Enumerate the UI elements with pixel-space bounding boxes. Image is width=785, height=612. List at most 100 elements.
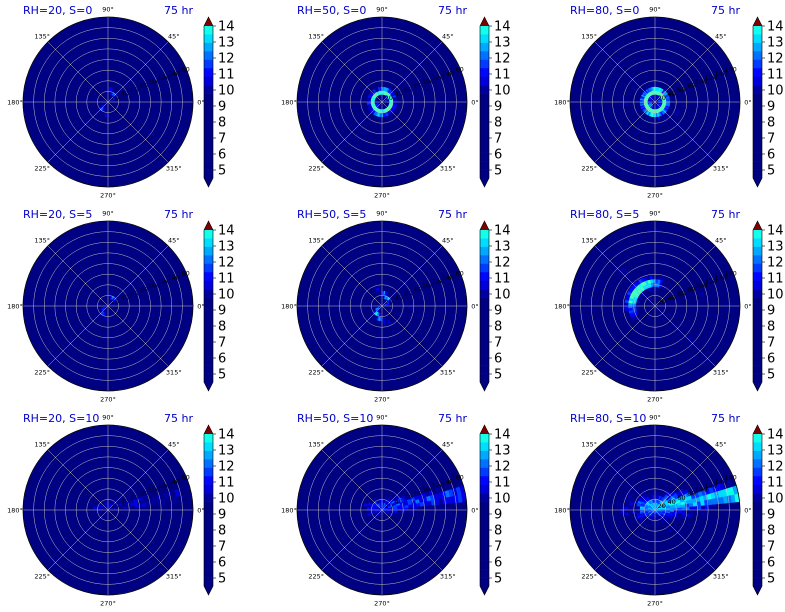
- colorbar-level: [480, 434, 489, 443]
- colorbar-level: [204, 322, 213, 332]
- angular-grid: [47, 509, 109, 571]
- colorbar-tick-label: 11: [767, 476, 784, 491]
- colorbar-tick-label: 6: [218, 556, 226, 571]
- angle-label: 315°: [166, 368, 182, 376]
- colorbar-tick-label: 8: [494, 116, 502, 131]
- radial-tick-label: 140: [715, 478, 727, 486]
- colorbar-tick-label: 9: [494, 508, 502, 523]
- colorbar-level: [204, 535, 213, 545]
- panel-time-label: 75 hr: [711, 208, 740, 221]
- angle-label: 45°: [168, 441, 180, 449]
- angle-label: 0°: [471, 99, 478, 107]
- colorbar-level: [753, 510, 762, 519]
- colorbar-tick-label: 7: [218, 336, 226, 351]
- radial-tick-label: 160: [451, 473, 463, 481]
- colorbar-level: [204, 569, 213, 578]
- colorbar-extend-min: [204, 586, 213, 595]
- colorbar-level: [480, 526, 489, 536]
- angle-label: 90°: [649, 210, 661, 218]
- colorbar-level: [204, 59, 213, 69]
- colorbar-tick-label: 13: [218, 240, 235, 255]
- angle-label: 180°: [7, 303, 23, 311]
- panel-time-label: 75 hr: [164, 208, 193, 221]
- colorbar-level: [480, 373, 489, 383]
- polar-frame: [22, 424, 194, 596]
- colorbar-tick-label: 9: [494, 304, 502, 319]
- colorbar-extend-min: [204, 382, 213, 391]
- radial-tick-label: 60: [130, 290, 138, 298]
- radial-tick-label: 60: [404, 86, 412, 94]
- radial-tick-label: 80: [414, 286, 422, 294]
- colorbar-tick-label: 12: [494, 52, 511, 67]
- colorbar-level: [204, 484, 213, 494]
- colorbar-level: [753, 26, 762, 35]
- colorbar-level: [480, 306, 489, 315]
- colorbar-tick-label: 12: [218, 52, 235, 67]
- colorbar-level: [480, 93, 489, 103]
- colorbar-tick-label: 10: [767, 492, 784, 507]
- angular-grid: [47, 449, 109, 511]
- colorbar-level: [753, 331, 762, 341]
- colorbar-level: [204, 543, 213, 553]
- colorbar-level: [753, 560, 762, 570]
- colorbar-level: [480, 238, 489, 248]
- colorbar-level: [480, 272, 489, 281]
- radial-tick-label: 100: [695, 78, 707, 86]
- radial-tick-label: 120: [432, 482, 444, 490]
- colorbar-level: [753, 297, 762, 307]
- radial-tick-label: 120: [158, 482, 170, 490]
- radial-tick-label: 60: [130, 86, 138, 94]
- colorbar-level: [204, 450, 213, 460]
- colorbar-level: [753, 85, 762, 94]
- angular-grid: [594, 509, 656, 571]
- radial-tick-label: 140: [168, 274, 180, 282]
- panel-time-label: 75 hr: [438, 412, 467, 425]
- colorbar-level: [480, 230, 489, 239]
- colorbar-level: [204, 263, 213, 273]
- colorbar-level: [480, 476, 489, 485]
- colorbar-level: [480, 169, 489, 179]
- radial-tick-label: 80: [687, 490, 695, 498]
- colorbar-tick-label: 14: [494, 224, 511, 239]
- colorbar-level: [204, 297, 213, 307]
- angle-label: 45°: [442, 33, 454, 41]
- colorbar-extend-min: [753, 178, 762, 187]
- angular-grid: [594, 305, 656, 367]
- angular-grid: [654, 245, 716, 307]
- colorbar-tick-label: 8: [218, 116, 226, 131]
- panel-title: RH=80, S=10: [570, 412, 646, 425]
- panel-title: RH=50, S=10: [297, 412, 373, 425]
- panel-title: RH=20, S=5: [23, 208, 92, 221]
- colorbar-level: [753, 552, 762, 561]
- radial-tick-label: 120: [432, 278, 444, 286]
- angular-grid: [654, 101, 716, 163]
- colorbar-level: [480, 51, 489, 61]
- colorbar-tick-label: 12: [494, 460, 511, 475]
- radial-tick-label: 20: [658, 502, 666, 510]
- colorbar-tick-label: 14: [218, 20, 235, 35]
- radial-tick-label: 160: [724, 65, 736, 73]
- angular-grid: [654, 41, 716, 103]
- radial-tick-label: 60: [404, 290, 412, 298]
- angle-label: 135°: [581, 33, 597, 41]
- colorbar-level: [753, 238, 762, 248]
- radial-tick-label: 160: [451, 269, 463, 277]
- angular-grid: [107, 509, 169, 571]
- angle-label: 180°: [7, 99, 23, 107]
- colorbar-tick-label: 9: [218, 100, 226, 115]
- colorbar-level: [753, 501, 762, 511]
- angle-label: 90°: [376, 210, 388, 218]
- angle-label: 135°: [308, 33, 324, 41]
- colorbar-level: [480, 552, 489, 561]
- angle-label: 135°: [581, 441, 597, 449]
- colorbar-level: [204, 442, 213, 452]
- angle-label: 315°: [166, 572, 182, 580]
- colorbar-level: [480, 135, 489, 145]
- colorbar-level: [753, 263, 762, 273]
- colorbar-tick-label: 9: [218, 508, 226, 523]
- colorbar-level: [204, 85, 213, 94]
- colorbar-level: [753, 135, 762, 145]
- angle-label: 90°: [102, 414, 114, 422]
